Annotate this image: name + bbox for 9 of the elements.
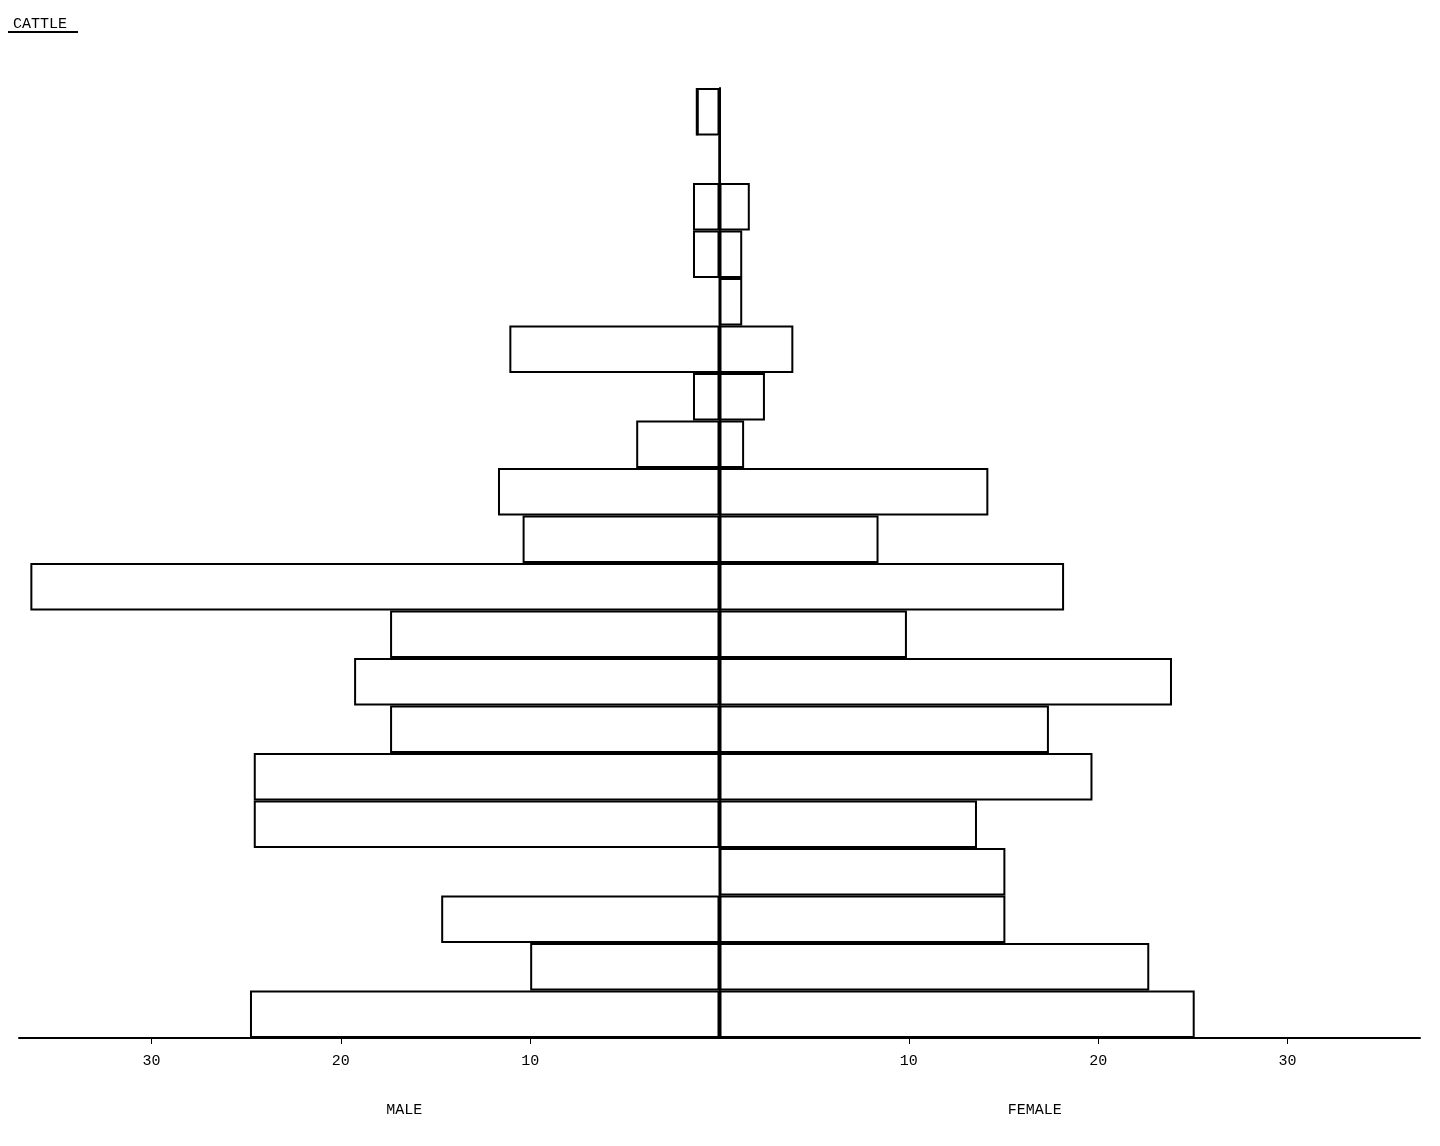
chart-title: CATTLE [13, 16, 68, 33]
x-tick-label: 30 [1278, 1053, 1297, 1070]
text: MALE [386, 1102, 423, 1119]
x-tick-label: 20 [1089, 1053, 1108, 1070]
x-tick-label: 10 [899, 1053, 918, 1070]
x-tick-label: 30 [142, 1053, 161, 1070]
x-tick-label: 10 [521, 1053, 540, 1070]
text: FEMALE [1007, 1102, 1062, 1119]
x-tick-label: 20 [331, 1053, 350, 1070]
